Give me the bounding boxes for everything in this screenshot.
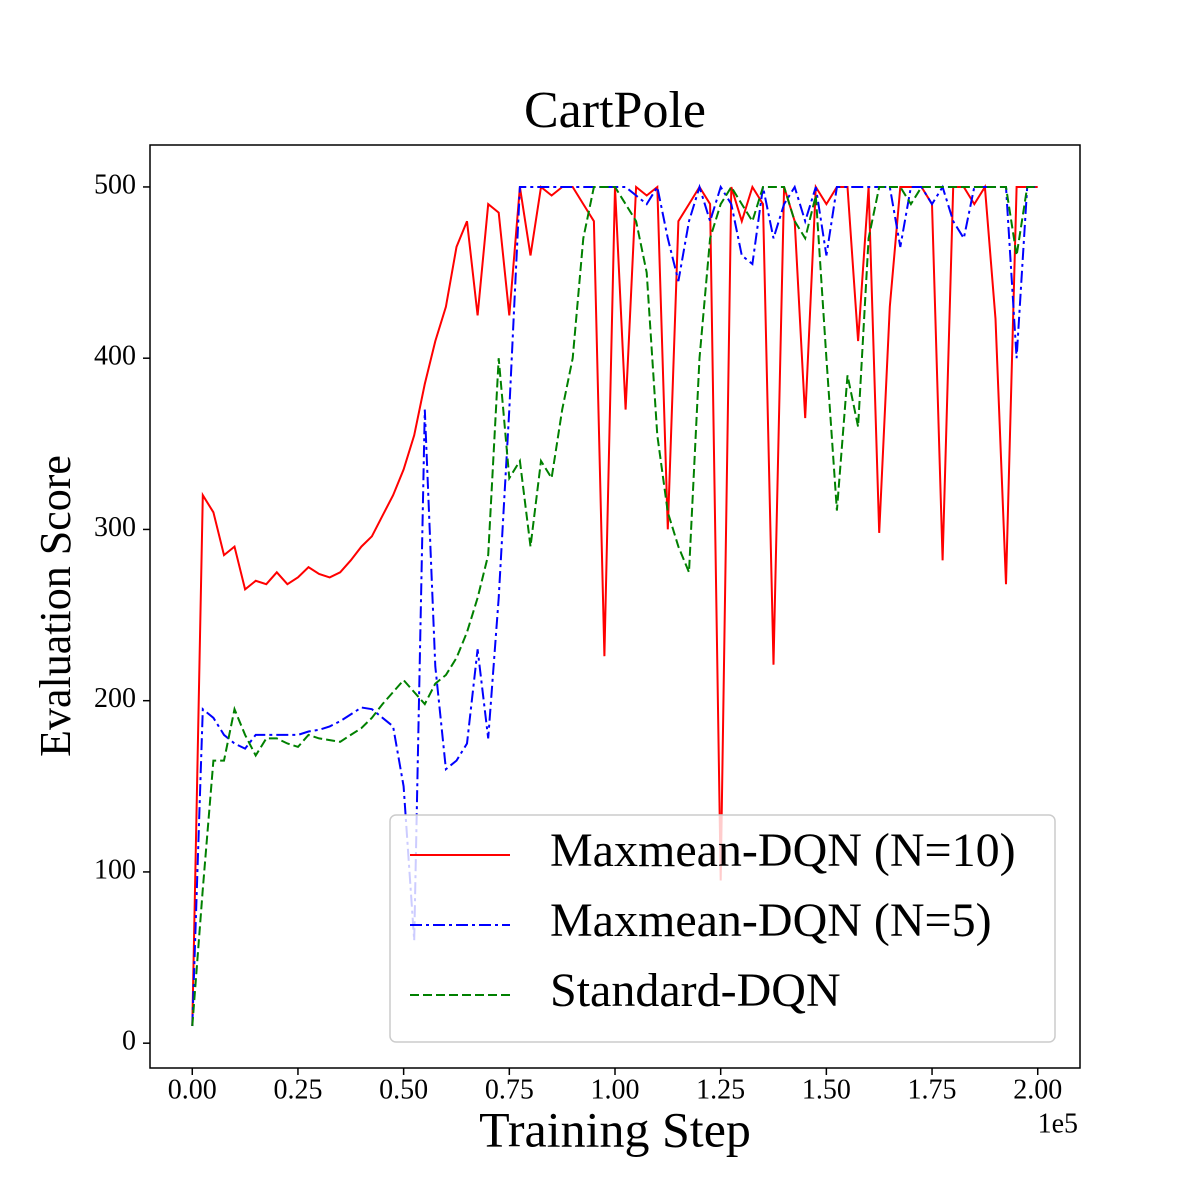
legend-label: Standard-DQN xyxy=(550,964,841,1017)
chart-title: CartPole xyxy=(524,82,706,139)
plot-frame xyxy=(149,144,1081,1069)
y-axis-label: Evaluation Score xyxy=(31,455,80,757)
x-axis-label: Training Step xyxy=(479,1101,751,1157)
y-tick-label: 0 xyxy=(122,1026,136,1057)
x-offset-label: 1e5 xyxy=(1038,1108,1078,1139)
y-tick-label: 200 xyxy=(94,683,136,714)
x-tick-label: 2.00 xyxy=(1013,1074,1062,1105)
y-tick-label: 500 xyxy=(94,169,136,200)
x-tick-label: 0.50 xyxy=(379,1074,428,1105)
legend-label: Maxmean-DQN (N=5) xyxy=(550,894,992,947)
legend-label: Maxmean-DQN (N=10) xyxy=(550,824,1016,877)
x-tick-label: 1.50 xyxy=(802,1074,851,1105)
x-tick-label: 0.25 xyxy=(273,1074,322,1105)
x-tick-label: 1.25 xyxy=(696,1074,745,1105)
x-tick-label: 0.75 xyxy=(485,1074,534,1105)
x-tick-label: 0.00 xyxy=(168,1074,217,1105)
legend-box xyxy=(389,814,1056,1043)
y-tick-label: 100 xyxy=(94,854,136,885)
x-tick-label: 1.75 xyxy=(908,1074,957,1105)
y-tick-label: 400 xyxy=(94,341,136,372)
x-tick-label: 1.00 xyxy=(591,1074,640,1105)
line-series xyxy=(191,185,1038,1027)
y-tick-label: 300 xyxy=(94,512,136,543)
